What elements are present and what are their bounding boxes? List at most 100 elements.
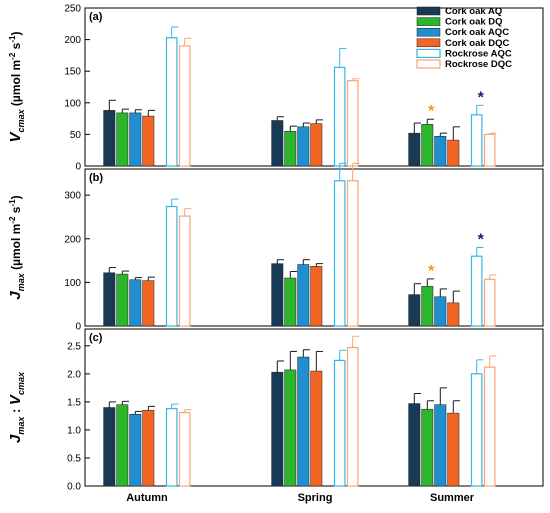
bar-cork-oak-dqc-autumn (142, 410, 155, 487)
x-tick-label: Summer (430, 492, 475, 504)
significance-asterisk: * (428, 263, 435, 280)
bar-rockrose-aqc-spring (333, 180, 346, 327)
bar-cork-oak-dq-summer (421, 286, 434, 327)
legend-swatch (416, 27, 441, 37)
y-tick-label: 100 (64, 278, 81, 289)
bar-cork-oak-aqc-summer (434, 296, 447, 327)
bar-rockrose-dqc-summer (483, 278, 496, 327)
y-tick-label: 0.5 (67, 453, 81, 464)
bar-cork-oak-aq-spring (271, 371, 284, 487)
bar-cork-oak-dqc-spring (310, 266, 323, 327)
y-axis-label: Jmax (µmol m-2 s-1) (7, 195, 26, 299)
bar-cork-oak-dqc-autumn (142, 280, 155, 327)
bar-cork-oak-dq-spring (284, 130, 297, 167)
x-axis-labels: Autumn Spring Summer (126, 492, 474, 504)
panel-label: (c) (89, 332, 103, 344)
y-tick-label: 1.0 (67, 425, 81, 436)
y-axis-label: Jmax : Vcmax (7, 371, 26, 443)
bar-rockrose-dqc-spring (346, 80, 359, 167)
legend-swatch (416, 6, 441, 16)
legend-label: Cork oak DQC (445, 38, 510, 49)
bar-cork-oak-aqc-autumn (129, 279, 142, 327)
bar-cork-oak-aqc-summer (434, 136, 447, 167)
bar-cork-oak-aqc-spring (297, 356, 310, 487)
y-tick-label: 250 (64, 4, 81, 15)
panel-label: (b) (89, 172, 103, 184)
y-axis-label: Vcmax (µmol m-2 s-1) (7, 32, 26, 143)
bar-rockrose-dqc-summer (483, 366, 496, 487)
bar-rockrose-aqc-summer (470, 255, 483, 327)
bar-cork-oak-aqc-autumn (129, 112, 142, 167)
legend-swatch (416, 59, 441, 69)
bar-rockrose-aqc-autumn (165, 37, 178, 167)
y-tick-label: 100 (64, 98, 81, 109)
legend-label: Cork oak AQC (445, 27, 509, 38)
legend-swatch (416, 17, 441, 26)
bar-rockrose-dqc-autumn (178, 411, 191, 487)
significance-asterisk: * (478, 232, 485, 249)
bar-rockrose-aqc-spring (333, 359, 346, 487)
legend-label: Rockrose DQC (445, 59, 512, 70)
legend-swatch (416, 38, 441, 48)
legend-label: Cork oak DQ (445, 17, 503, 28)
bar-cork-oak-dq-spring (284, 369, 297, 487)
y-tick-label: 200 (64, 35, 81, 46)
y-tick-label: 200 (64, 234, 81, 245)
bar-cork-oak-aqc-spring (297, 264, 310, 327)
bar-cork-oak-dq-summer (421, 408, 434, 487)
bar-rockrose-aqc-autumn (165, 408, 178, 487)
bar-cork-oak-dqc-spring (310, 123, 323, 167)
bar-cork-oak-dqc-summer (447, 302, 460, 327)
panel-c: 0.0 0.5 1.0 1.5 2.0 2.5 (c) Jmax : Vcmax (7, 328, 544, 493)
y-tick-label: 0.0 (67, 482, 81, 493)
bar-rockrose-dqc-spring (346, 346, 359, 487)
bar-cork-oak-aq-autumn (103, 407, 116, 487)
bar-rockrose-aqc-spring (333, 66, 346, 167)
legend-swatch (416, 48, 441, 59)
y-tick-label: 300 (64, 191, 81, 202)
y-tick-label: 0 (75, 162, 81, 173)
bar-cork-oak-aqc-autumn (129, 413, 142, 487)
bar-cork-oak-dq-spring (284, 277, 297, 327)
panel-b: 0 100 200 300 (b) Jmax (µmol m-2 s-1) * * (7, 162, 544, 333)
y-tick-label: 1.5 (67, 397, 81, 408)
y-tick-label: 2.0 (67, 369, 81, 380)
panel-a: 0 50 100 150 200 250 (a) Vcmax (µmol m-2 s-1) * * (7, 4, 544, 173)
bar-cork-oak-aq-autumn (103, 272, 116, 327)
bar-rockrose-dqc-spring (346, 180, 359, 327)
bar-cork-oak-dq-summer (421, 124, 434, 167)
bar-cork-oak-dqc-summer (447, 412, 460, 487)
y-tick-label: 2.5 (67, 341, 81, 352)
bar-rockrose-dqc-autumn (178, 45, 191, 167)
legend-label: Cork oak AQ (445, 6, 502, 17)
y-tick-label: 50 (70, 130, 82, 141)
significance-asterisk: * (478, 89, 485, 106)
bar-rockrose-aqc-autumn (165, 205, 178, 327)
y-tick-label: 0 (75, 322, 81, 333)
bar-cork-oak-aq-summer (408, 403, 421, 487)
bar-cork-oak-dq-autumn (116, 112, 129, 167)
bar-cork-oak-dqc-summer (447, 139, 460, 167)
bar-rockrose-dqc-summer (483, 133, 496, 167)
y-tick-label: 150 (64, 67, 81, 78)
bar-cork-oak-aq-summer (408, 132, 421, 167)
bar-cork-oak-aqc-spring (297, 126, 310, 167)
bar-cork-oak-aq-spring (271, 120, 284, 167)
panel-label: (a) (89, 11, 103, 23)
x-tick-label: Spring (298, 492, 333, 504)
bar-cork-oak-dq-autumn (116, 273, 129, 327)
bar-rockrose-aqc-summer (470, 114, 483, 167)
bar-cork-oak-aq-spring (271, 263, 284, 327)
legend-label: Rockrose AQC (445, 48, 512, 59)
bar-cork-oak-dqc-spring (310, 370, 323, 487)
bar-rockrose-dqc-autumn (178, 215, 191, 327)
bar-cork-oak-aq-summer (408, 294, 421, 327)
bar-rockrose-aqc-summer (470, 373, 483, 487)
significance-asterisk: * (428, 103, 435, 120)
bar-cork-oak-aqc-summer (434, 404, 447, 487)
bar-cork-oak-dqc-autumn (142, 115, 155, 167)
x-tick-label: Autumn (126, 492, 168, 504)
bar-cork-oak-dq-autumn (116, 404, 129, 487)
